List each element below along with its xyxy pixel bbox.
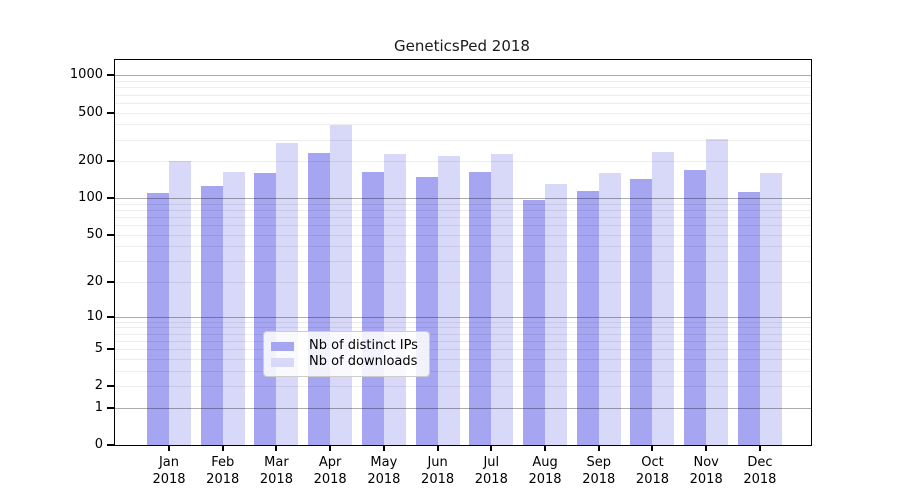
x-tick-label: Mar 2018 [259, 455, 293, 487]
y-tick-mark [107, 281, 114, 284]
y-tick-label: 500 [78, 104, 103, 120]
x-tick-mark [329, 446, 332, 451]
bar-downloads [169, 160, 191, 445]
y-tick-mark [107, 385, 114, 388]
x-tick-label: Feb 2018 [206, 455, 240, 487]
y-tick-label: 0 [94, 437, 103, 452]
bar-downloads [491, 154, 514, 445]
bar-downloads [706, 139, 729, 445]
chart-title: GeneticsPed 2018 [394, 37, 530, 55]
plot-area: 1000 500 200 100 50 20 10 5 2 1 0 Jan 2018 Feb 2018 M… [70, 59, 812, 487]
y-tick-mark [107, 74, 114, 77]
x-tick-mark [705, 446, 708, 451]
x-tick-mark [382, 446, 385, 451]
bar-distinct-ips [361, 171, 384, 445]
x-tick-mark [758, 446, 761, 451]
bar-distinct-ips [147, 193, 169, 445]
y-tick-mark [107, 348, 114, 351]
y-tick-label: 20 [86, 274, 103, 290]
y-tick-label: 1 [94, 399, 103, 415]
x-tick-mark [436, 446, 439, 451]
x-tick-label: Nov 2018 [689, 455, 723, 487]
x-tick-label: Dec 2018 [743, 455, 777, 487]
x-tick-label: Jan 2018 [152, 455, 186, 487]
y-tick-mark [107, 406, 114, 409]
bar-downloads [330, 124, 353, 445]
gridline-minor [115, 94, 811, 96]
y-tick-mark [107, 233, 114, 236]
bar-distinct-ips [737, 191, 760, 445]
y-tick-mark [107, 197, 114, 200]
y-tick-mark [107, 160, 114, 163]
x-tick-label: Apr 2018 [313, 455, 347, 487]
legend-label-downloads: Nb of downloads [309, 354, 418, 369]
y-tick-mark [107, 111, 114, 114]
legend-item-distinct-ips: Nb of distinct IPs [271, 338, 425, 354]
x-tick-label: Jun 2018 [421, 455, 455, 487]
bar-distinct-ips [523, 199, 546, 445]
bar-distinct-ips [308, 153, 331, 445]
x-tick-mark [651, 446, 654, 451]
x-tick-label: Sep 2018 [582, 455, 616, 487]
x-tick-mark [490, 446, 493, 451]
x-tick-label: Oct 2018 [635, 455, 670, 487]
bar-distinct-ips [576, 190, 599, 445]
bar-distinct-ips [200, 185, 223, 445]
y-tick-mark [107, 444, 114, 446]
bar-downloads [652, 152, 675, 445]
gridline-minor [115, 87, 811, 89]
x-tick-mark [597, 446, 600, 451]
x-tick-mark [275, 446, 278, 451]
y-tick-label: 2 [94, 378, 103, 394]
x-tick-mark [221, 446, 224, 451]
bar-downloads [759, 172, 782, 445]
y-tick-label: 1000 [69, 67, 103, 83]
y-tick-label: 10 [86, 308, 103, 324]
gridline-minor [115, 81, 811, 83]
y-tick-label: 50 [86, 226, 103, 242]
y-tick-mark [107, 315, 114, 318]
gridline-minor [115, 124, 811, 126]
x-tick-mark [168, 446, 170, 451]
bar-distinct-ips [415, 177, 438, 445]
bar-distinct-ips [630, 178, 653, 445]
x-tick-mark [544, 446, 547, 451]
bar-downloads [437, 156, 460, 445]
gridline-minor [115, 102, 811, 104]
x-tick-label: Jul 2018 [474, 455, 508, 487]
legend-swatch-downloads-icon [271, 357, 294, 367]
bar-distinct-ips [469, 171, 492, 445]
legend-swatch-distinct-ips-icon [271, 341, 294, 351]
bar-downloads [276, 143, 299, 445]
gridline-major [115, 75, 811, 77]
bar-distinct-ips [684, 169, 707, 445]
bar-downloads [598, 172, 621, 445]
legend-item-downloads: Nb of downloads [271, 354, 425, 370]
bar-downloads [222, 172, 245, 445]
bar-downloads [545, 184, 568, 445]
bar-downloads [383, 153, 406, 445]
y-tick-label: 100 [78, 190, 103, 206]
bar-distinct-ips [254, 172, 277, 445]
legend-label-distinct-ips: Nb of distinct IPs [309, 338, 418, 353]
gridline-minor [115, 112, 811, 114]
x-tick-label: Aug 2018 [528, 455, 562, 487]
y-tick-label: 200 [78, 153, 103, 169]
x-tick-label: May 2018 [367, 455, 401, 487]
legend: Nb of distinct IPs Nb of downloads [263, 331, 430, 377]
y-tick-label: 5 [94, 341, 103, 357]
